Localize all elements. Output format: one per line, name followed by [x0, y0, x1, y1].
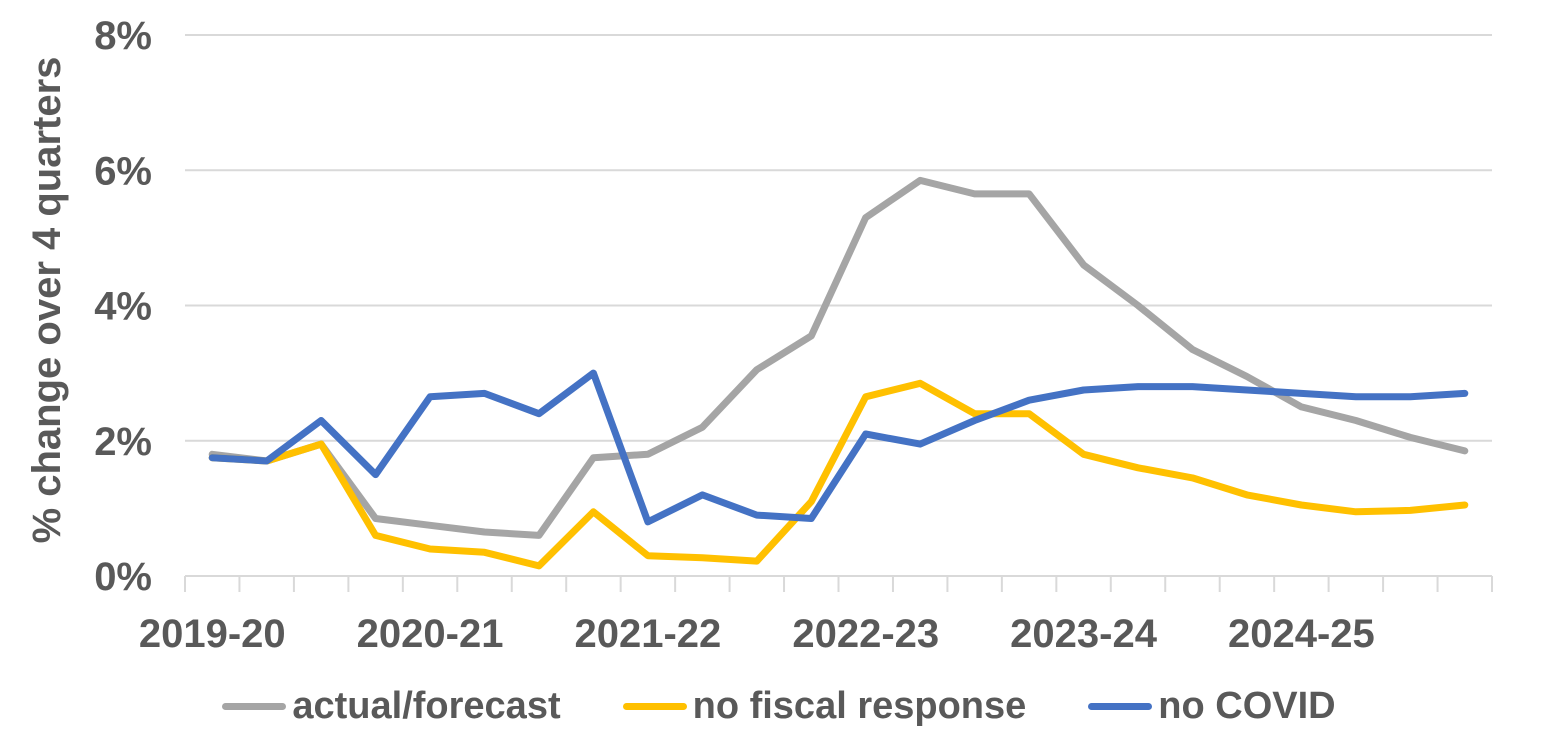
x-axis-tick-labels: 2019-20 2020-21 2021-22 2022-23 2023-24 2024-… [139, 612, 1375, 656]
chart-legend: actual/forecast no fiscal response no CO… [0, 682, 1558, 730]
x-tick-label-2019-20: 2019-20 [139, 612, 286, 656]
series-line-no-covid [208, 369, 1469, 526]
legend-label-no-covid: no COVID [1158, 684, 1336, 727]
legend-swatch-no-covid [1088, 702, 1153, 710]
legend-item-actual-forecast: actual/forecast [222, 684, 561, 728]
x-tick-label-2023-24: 2023-24 [1010, 612, 1158, 656]
y-tick-label-0: 0% [94, 555, 152, 599]
y-tick-label-2: 2% [94, 420, 152, 464]
series-line-actual-forecast [208, 176, 1469, 539]
x-tick-label-2022-23: 2022-23 [792, 612, 939, 656]
y-axis-title: % change over 4 quarters [25, 57, 69, 544]
legend-swatch-actual-forecast [222, 702, 287, 710]
x-tick-label-2020-21: 2020-21 [357, 612, 504, 656]
y-tick-label-4: 4% [94, 285, 152, 329]
legend-label-no-fiscal-response: no fiscal response [692, 684, 1027, 727]
x-axis-ticks [184, 576, 1493, 592]
x-tick-label-2024-25: 2024-25 [1228, 612, 1375, 656]
series-lines [208, 176, 1469, 570]
x-tick-label-2021-22: 2021-22 [574, 612, 721, 656]
gridlines [185, 34, 1492, 577]
series-line-no-fiscal-response [208, 379, 1469, 570]
y-tick-label-6: 6% [94, 149, 152, 193]
y-tick-label-8: 8% [94, 14, 152, 58]
legend-label-actual-forecast: actual/forecast [292, 684, 561, 727]
legend-swatch-no-fiscal-response [622, 702, 687, 710]
y-axis-tick-labels: 0% 2% 4% 6% 8% [94, 14, 152, 599]
legend-item-no-covid: no COVID [1088, 684, 1336, 728]
legend-item-no-fiscal-response: no fiscal response [622, 684, 1027, 728]
